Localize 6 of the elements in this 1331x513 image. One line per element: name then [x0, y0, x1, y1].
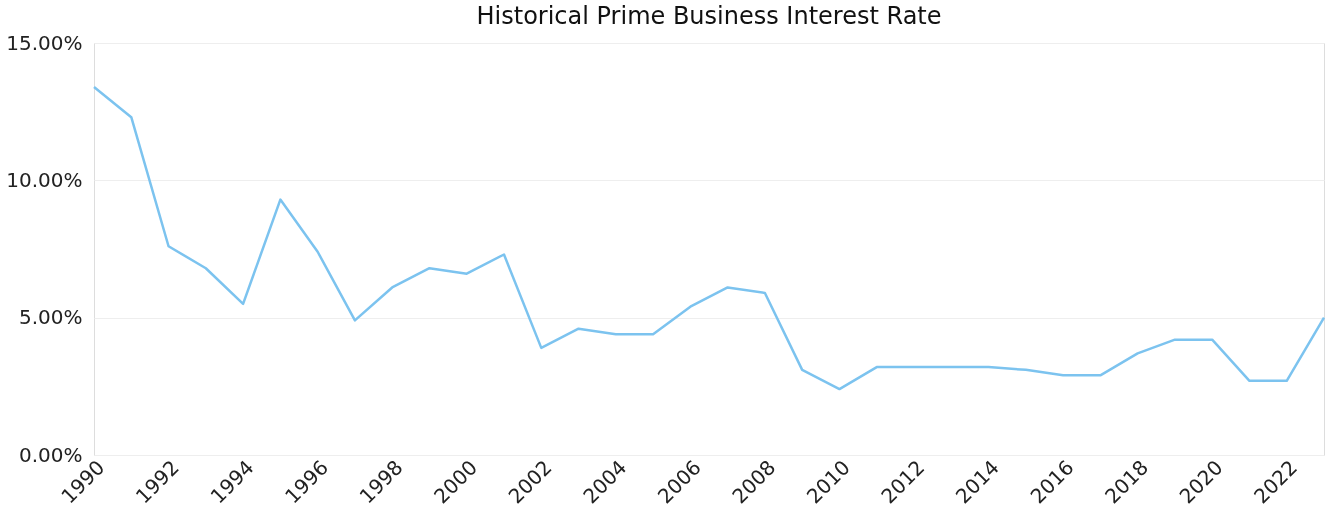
chart-title: Historical Prime Business Interest Rate — [476, 2, 942, 30]
y-tick-label: 0.00% — [18, 442, 83, 467]
y-tick-label: 10.00% — [6, 167, 83, 192]
y-tick-label: 15.00% — [6, 30, 83, 55]
line-series — [92, 85, 1326, 391]
y-tick-label: 5.00% — [18, 305, 83, 330]
